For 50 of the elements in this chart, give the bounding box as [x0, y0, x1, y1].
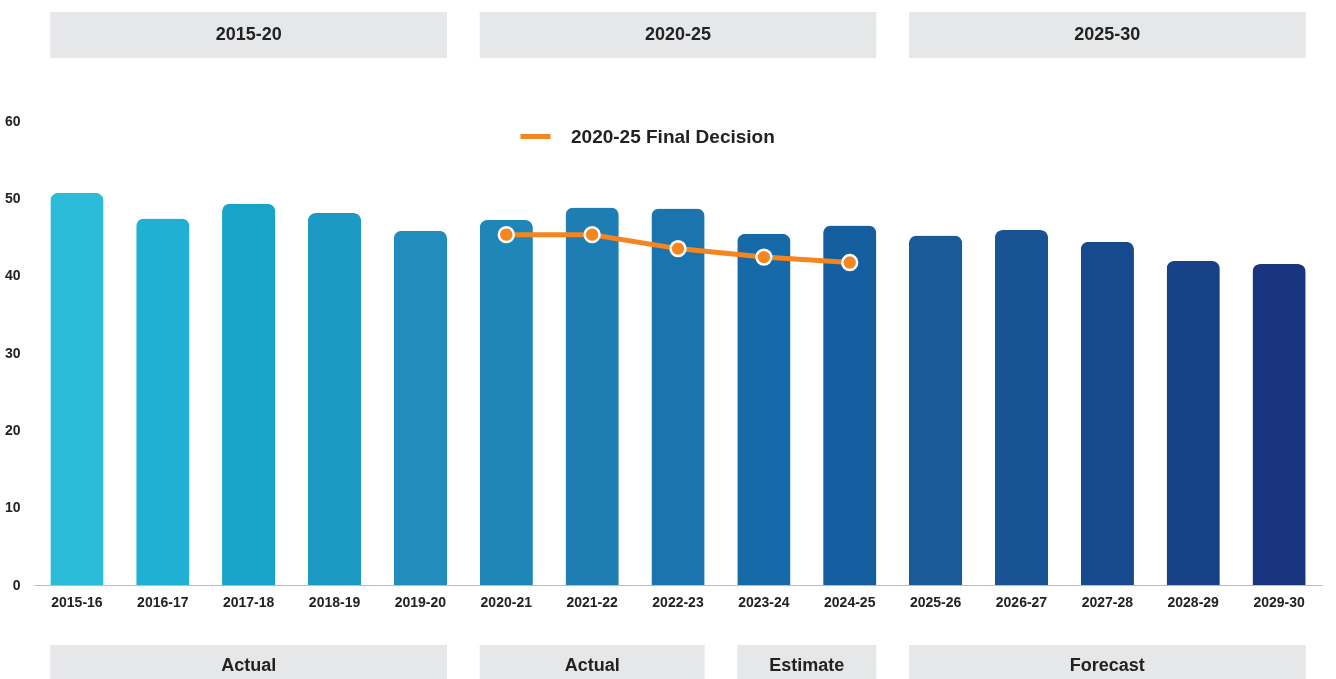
y-tick-label: 20: [4, 421, 21, 438]
y-tick-label: 30: [4, 344, 21, 361]
text: Actual: [221, 654, 277, 675]
bar: [136, 218, 190, 585]
x-tick-label: 2018-19: [308, 593, 361, 610]
text: Estimate: [769, 654, 845, 675]
x-tick-label: 2021-22: [566, 593, 619, 610]
x-tick-label: 2025-26: [909, 593, 962, 610]
y-tick-label: 50: [4, 189, 21, 206]
bar: [908, 235, 963, 585]
bar: [823, 225, 877, 585]
x-tick-label: 2019-20: [394, 593, 447, 610]
bar: [994, 230, 1049, 585]
x-tick-label: 2023-24: [738, 593, 790, 610]
bar: [307, 213, 362, 585]
point: [669, 239, 687, 258]
y-tick-label: 40: [4, 267, 21, 284]
y-tick-label: 10: [4, 499, 21, 516]
bar: [479, 219, 533, 585]
bar: [222, 203, 276, 585]
text: Actual: [564, 654, 620, 675]
point: [841, 253, 859, 272]
y-tick-label: 60: [4, 112, 21, 129]
bar: [1080, 241, 1134, 585]
text: 2015-20: [215, 24, 282, 44]
text: 2025-30: [1074, 24, 1141, 44]
point: [755, 248, 773, 266]
x-tick-label: 2022-23: [652, 593, 704, 610]
x-tick-label: 2027-28: [1081, 593, 1134, 610]
x-tick-label: 2029-30: [1253, 593, 1305, 610]
x-tick-label: 2026-27: [995, 593, 1048, 610]
text: Forecast: [1069, 654, 1145, 675]
bar: [1166, 260, 1220, 585]
point: [497, 226, 515, 244]
text: 2020-25: [644, 24, 712, 44]
legend-label: 2020-25 Final Decision: [571, 125, 775, 147]
bar: [737, 233, 791, 585]
y-tick-label: 0: [12, 576, 21, 593]
x-tick-label: 2017-18: [222, 593, 275, 610]
x-tick-label: 2028-29: [1167, 593, 1220, 610]
x-tick-label: 2024-25: [824, 593, 876, 610]
bar: [651, 208, 705, 585]
bar: [1252, 264, 1306, 585]
x-tick-label: 2016-17: [137, 593, 189, 610]
x-tick-label: 2015-16: [51, 593, 103, 610]
bar: [393, 230, 448, 585]
bar: [50, 192, 104, 585]
bar: [565, 207, 619, 585]
point: [583, 226, 601, 244]
x-tick-label: 2020-21: [480, 593, 533, 610]
